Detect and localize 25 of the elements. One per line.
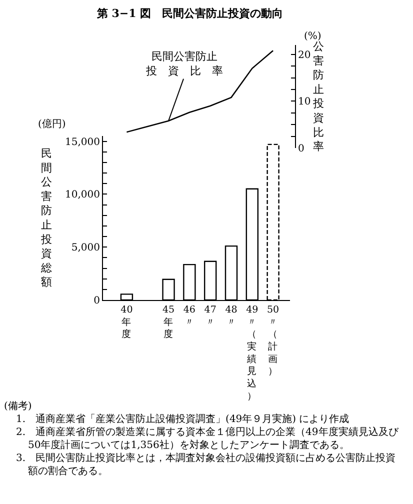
text: 民間公害防止投資総額 xyxy=(41,147,52,289)
line-series xyxy=(126,50,274,133)
chart-title: 第 3−1 図 民間公害防止投資の動向 xyxy=(96,6,284,20)
x-tick-label: 46〃 xyxy=(183,304,196,328)
x-tick-label: 49〃（実績見込） xyxy=(246,304,258,402)
x-tick-label: 48〃 xyxy=(225,304,238,328)
text: 3. 民間公害防止投資比率とは，本調査対象会社の設備投資額に占める公害防止投資額の割合である。 xyxy=(15,452,397,478)
y-tick-label: 10,000 xyxy=(65,190,100,201)
series-label: 民間公害防止投 資 比 率 xyxy=(145,50,223,78)
y-tick-label: 20 xyxy=(298,50,311,61)
y-tick-label: 10 xyxy=(298,96,311,108)
y-tick-label: 5,000 xyxy=(71,242,100,254)
text: 2. 通商産業省所管の製造業に属する資本金１億円以上の企業（49年度実績見込及び50年度計画については1,356社）を対象としたアンケート調査である。 xyxy=(15,426,400,452)
y-tick-label: 15,000 xyxy=(65,136,100,148)
x-tick-label: 47〃 xyxy=(204,304,216,328)
y-tick-label: 0 xyxy=(94,296,100,306)
x-tick-label: 40年度 xyxy=(120,304,133,340)
y-axis-title: 公害防止投資比率 xyxy=(312,40,324,154)
text: 1. 通商産業省「産業公害防止設備投資調査」(49年９月実施) により作成 xyxy=(15,413,350,426)
x-tick-label: 45年度 xyxy=(162,304,175,340)
x-tick-label: 50〃（計画） xyxy=(267,304,280,378)
text: (億円) xyxy=(38,118,66,130)
text: (備考) xyxy=(3,400,33,413)
text: (%) xyxy=(304,31,322,42)
y-tick-label: 0 xyxy=(298,144,304,154)
